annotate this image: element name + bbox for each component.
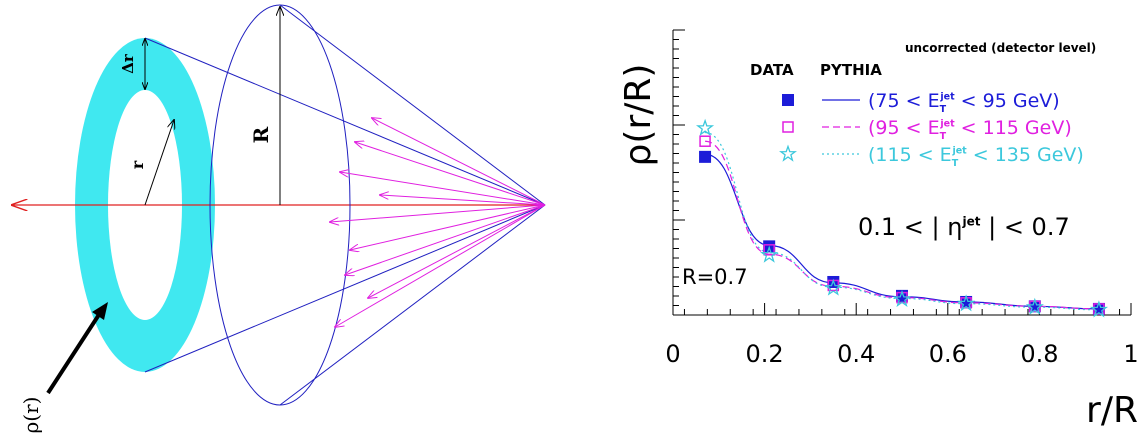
legend-label: (75 < ETjet < 95 GeV)	[868, 90, 1060, 115]
text-part: (115 < E	[868, 144, 952, 166]
x-tick-label: 0.4	[837, 340, 875, 368]
particle-arrows	[330, 118, 546, 327]
cone-lines	[144, 4, 546, 406]
text-part: < 115 GeV)	[955, 117, 1072, 139]
superscript: jet	[939, 91, 955, 102]
data-point	[699, 150, 712, 163]
legend-marker	[779, 144, 797, 162]
data-point	[699, 135, 711, 147]
annotation: uncorrected (detector level)	[905, 41, 1096, 55]
legend-marker	[782, 121, 794, 133]
data-point	[893, 289, 911, 307]
label-rho: ρ(r)	[19, 397, 43, 434]
rho-arrow-head	[92, 302, 108, 320]
y-axis-title: ρ(r/R)	[618, 64, 659, 167]
legend-marker	[782, 94, 794, 106]
legend-label: (95 < ETjet < 115 GeV)	[868, 117, 1072, 142]
label-delta-r: Δr	[119, 53, 137, 74]
superscript: jet	[961, 214, 980, 228]
legend-header: DATA	[750, 61, 794, 79]
diagram: Δr R r ρ(r)	[12, 4, 546, 434]
superscript: jet	[939, 118, 955, 129]
text-part: (75 < E	[868, 90, 940, 112]
text-part: (95 < E	[868, 117, 940, 139]
subscript: T	[940, 131, 947, 142]
legend-label: (115 < ETjet < 135 GeV)	[868, 144, 1084, 169]
data-point	[760, 245, 779, 263]
text-part: < 95 GeV)	[955, 90, 1060, 112]
annotation: 0.1 < | ηjet | < 0.7	[858, 213, 1070, 241]
data-point	[1025, 297, 1044, 315]
x-tick-label: 0	[665, 340, 680, 368]
data-point	[957, 294, 976, 312]
label-small-r: r	[128, 160, 147, 169]
data-point	[763, 244, 775, 256]
annotation: R=0.7	[682, 265, 748, 289]
text-part: | < 0.7	[980, 213, 1069, 241]
subscript: T	[940, 104, 947, 115]
label-big-r: R	[249, 126, 273, 143]
data-point	[824, 278, 843, 296]
x-tick-label: 0.8	[1020, 340, 1058, 368]
x-tick-label: 1	[1123, 340, 1138, 368]
text-part: 0.1 < | η	[858, 213, 962, 241]
legend-header: PYTHIA	[820, 61, 882, 79]
small-r-arrow	[144, 120, 174, 206]
rho-arrow	[46, 308, 104, 395]
x-tick-label: 0.6	[929, 340, 967, 368]
x-tick-label: 0.2	[746, 340, 784, 368]
text-part: < 135 GeV)	[967, 144, 1084, 166]
superscript: jet	[951, 145, 967, 156]
x-axis-title: r/R	[1086, 390, 1138, 431]
chart: 0 0.2 0.4 0.6 0.8 1 ρ(r/R) r/R DATA PYTHIA (75 < E…	[618, 29, 1139, 431]
data-point	[1089, 300, 1109, 318]
data-point	[695, 118, 715, 136]
subscript: T	[952, 158, 959, 169]
